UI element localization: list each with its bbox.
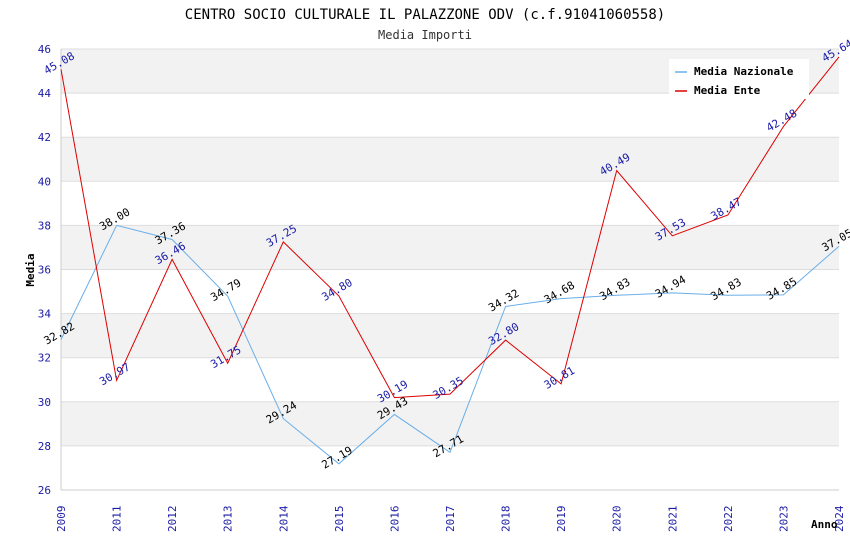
x-tick-2022: 2022 [722,506,735,533]
y-tick-46: 46 [38,43,51,56]
band-0 [61,445,839,490]
y-tick-38: 38 [38,219,51,232]
x-tick-2018: 2018 [500,506,513,532]
x-tick-2013: 2013 [222,506,235,533]
series-lines [60,56,840,465]
legend: Media Nazionale Media Ente [669,59,809,99]
x-tick-2024: 2024 [833,505,846,532]
x-tick-2021: 2021 [666,506,679,533]
x-tick-2012: 2012 [166,506,179,533]
band-1 [61,401,839,446]
x-tick-2020: 2020 [611,506,624,533]
x-tick-2009: 2009 [55,506,68,533]
x-tick-labels: 2009 2011 2012 2013 2014 2015 2016 2017 2018 2019… [55,505,846,532]
series-line-nazionale [60,224,840,465]
axes [60,49,839,491]
y-tick-26: 26 [38,484,51,497]
x-tick-2023: 2023 [777,506,790,533]
legend-box [669,59,809,99]
chart-subtitle: Media Importi [378,28,472,42]
band-3 [61,313,839,358]
x-tick-2019: 2019 [555,506,568,533]
chart-title: CENTRO SOCIO CULTURALE IL PALAZZONE ODV … [185,7,665,23]
y-tick-30: 30 [38,396,51,409]
legend-label-nazionale: Media Nazionale [694,65,794,78]
x-tick-2016: 2016 [388,506,401,533]
series-line-ente [60,56,840,399]
y-tick-28: 28 [38,440,51,453]
x-tick-2014: 2014 [277,505,290,532]
y-tick-labels: 26 28 30 32 34 36 38 40 42 44 46 [38,43,52,497]
background-bands [61,49,839,490]
band-4 [61,269,839,314]
band-5 [61,225,839,270]
band-8 [61,93,839,138]
x-tick-2017: 2017 [444,506,457,533]
legend-label-ente: Media Ente [694,84,761,97]
x-axis-label: Anno [811,518,838,531]
y-tick-32: 32 [38,352,51,365]
y-tick-42: 42 [38,131,51,144]
band-6 [61,181,839,226]
band-7 [61,137,839,182]
y-tick-44: 44 [38,87,52,100]
y-tick-40: 40 [38,175,51,188]
y-tick-34: 34 [38,308,52,321]
y-axis-label: Media [24,253,37,286]
y-tick-36: 36 [38,264,51,277]
x-tick-2015: 2015 [333,506,346,533]
x-tick-2011: 2011 [111,506,124,533]
